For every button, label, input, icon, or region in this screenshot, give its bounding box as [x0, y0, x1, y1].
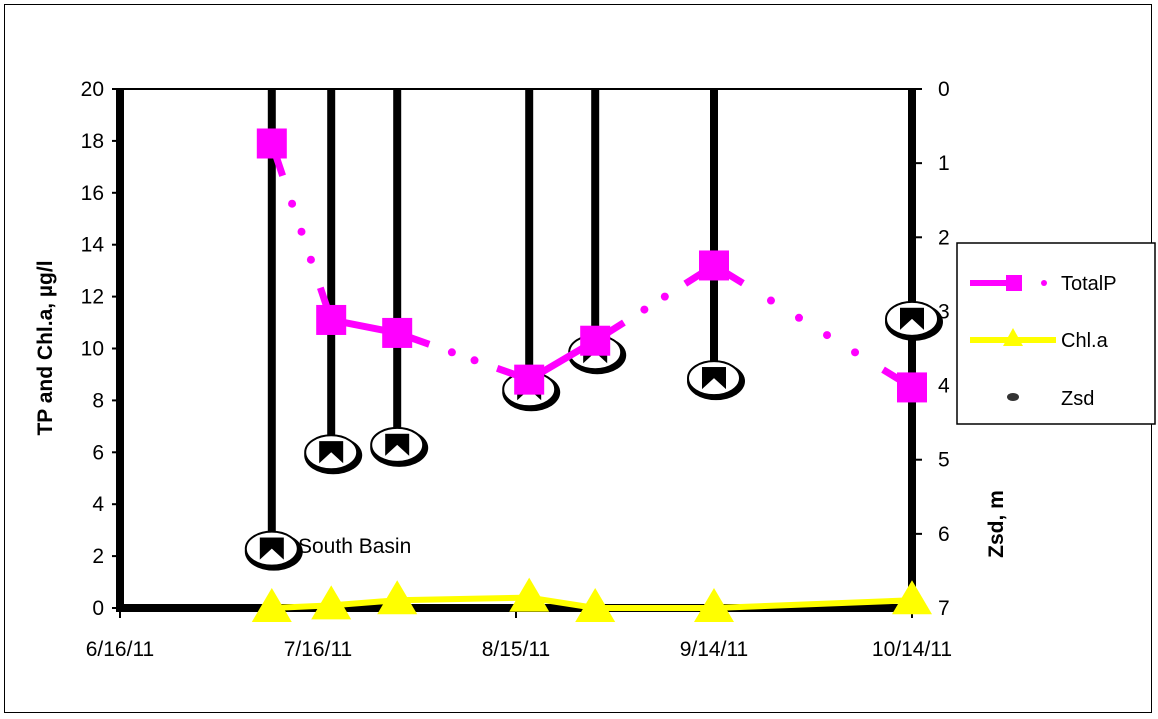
totalp-dot: [288, 199, 297, 208]
secchi-disk-quadrants: [319, 441, 344, 464]
totalp-dot: [794, 313, 803, 322]
legend-totalp-marker: [1006, 275, 1022, 291]
chla-point: [575, 588, 616, 622]
legend-item-totalp: TotalP: [970, 273, 1117, 295]
totalp-dot: [447, 348, 456, 357]
left-tick-label: 2: [92, 545, 104, 568]
totalp-point: [514, 364, 545, 395]
legend-box: [956, 242, 1156, 425]
left-tick-label: 16: [81, 182, 104, 205]
x-tick-label: 8/15/11: [482, 638, 551, 661]
secchi-disk-quadrants: [385, 433, 410, 456]
left-tick-label: 14: [81, 234, 105, 257]
chla-point: [377, 580, 418, 615]
right-axis-title: Zsd, m: [985, 490, 1008, 558]
legend-chla-marker: [1003, 328, 1023, 346]
right-tick-label: 5: [938, 449, 950, 472]
annotation-south-basin: South Basin: [298, 535, 411, 558]
secchi-disk-quadrants: [259, 537, 284, 560]
totalp-series: [256, 128, 927, 403]
x-tick-label: 7/16/11: [284, 638, 353, 661]
x-tick-label: 10/14/11: [872, 638, 952, 661]
right-tick-label: 2: [938, 226, 950, 249]
chla-series: [251, 577, 932, 622]
axes: [112, 88, 922, 618]
totalp-point: [699, 250, 729, 281]
zsd-secchi-marker: [370, 426, 429, 467]
right-tick-label: 1: [938, 152, 950, 175]
totalp-dot: [823, 331, 832, 340]
totalp-dot: [470, 356, 479, 365]
totalp-point: [580, 325, 611, 356]
secchi-disk-quadrants: [900, 307, 924, 330]
right-tick-label: 4: [938, 375, 950, 398]
right-tick-label: 7: [938, 597, 950, 620]
secchi-disk-quadrants: [702, 367, 726, 390]
totalp-dot: [640, 305, 649, 314]
chla-point: [251, 588, 292, 622]
legend-label-chla: Chl.a: [1061, 330, 1109, 352]
left-axis-title: TP and Chl.a, µg/l: [34, 260, 57, 435]
left-tick-label: 4: [92, 493, 104, 516]
right-tick-label: 0: [938, 78, 950, 101]
chla-point: [892, 580, 932, 615]
legend-label-totalp: TotalP: [1061, 273, 1117, 295]
totalp-dot: [851, 348, 860, 357]
legend-zsd-marker: [1007, 393, 1019, 401]
zsd-secchi-marker: [885, 300, 943, 341]
zsd-secchi-marker: [244, 530, 303, 571]
left-tick-label: 12: [81, 286, 104, 309]
zsd-secchi-marker: [687, 360, 745, 401]
left-tick-label: 8: [92, 389, 104, 412]
legend: TotalP Chl.a Zsd: [956, 242, 1156, 425]
legend-label-zsd: Zsd: [1061, 388, 1094, 410]
left-tick-label: 0: [92, 597, 104, 620]
right-tick-label: 3: [938, 300, 950, 323]
x-tick-label: 9/14/11: [680, 638, 749, 661]
chla-point: [509, 577, 550, 612]
left-tick-label: 20: [81, 78, 104, 101]
left-tick-label: 6: [92, 441, 104, 464]
chla-point: [694, 588, 734, 622]
legend-item-zsd: Zsd: [1007, 388, 1094, 410]
totalp-dot: [297, 227, 306, 236]
chla-point: [311, 585, 352, 620]
totalp-dot: [766, 296, 775, 305]
left-tick-label: 10: [81, 338, 104, 361]
totalp-point: [382, 317, 413, 348]
totalp-point: [897, 372, 927, 403]
totalp-dot: [660, 292, 669, 301]
totalp-dot: [306, 255, 315, 264]
left-tick-label: 18: [81, 130, 104, 153]
legend-totalp-dot: [1041, 280, 1047, 286]
right-tick-label: 6: [938, 523, 950, 546]
totalp-point: [316, 304, 347, 335]
legend-item-chla: Chl.a: [970, 328, 1109, 352]
zsd-secchi-marker: [304, 434, 363, 475]
totalp-point: [256, 128, 287, 159]
x-tick-label: 6/16/11: [86, 638, 155, 661]
